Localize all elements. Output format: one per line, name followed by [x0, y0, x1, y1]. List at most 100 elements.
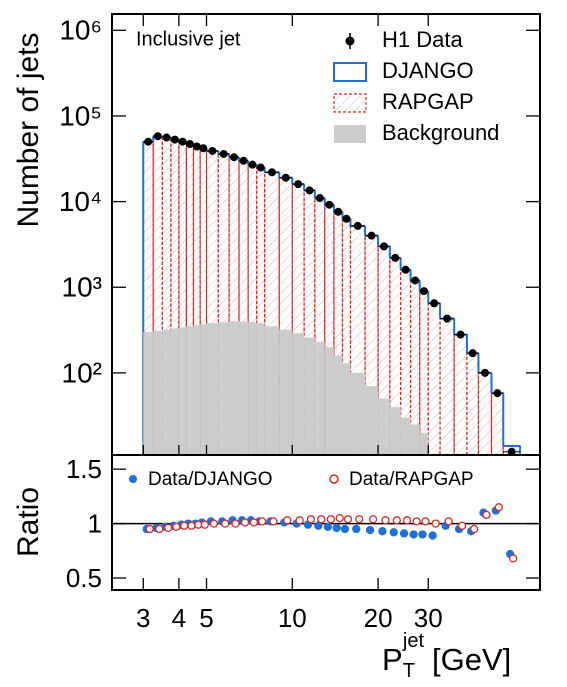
ratio-point — [402, 516, 412, 525]
legend-swatch — [334, 125, 366, 143]
x-tick-label: 4 — [172, 603, 186, 633]
background-bar — [333, 355, 343, 455]
legend-marker — [329, 474, 339, 484]
data-point — [208, 146, 217, 155]
legend-label: RAPGAP — [382, 89, 474, 114]
data-point — [199, 144, 208, 153]
y-tick-label: 10² — [62, 357, 102, 388]
x-label-sup: jet — [402, 630, 425, 652]
ratio-point — [295, 516, 304, 525]
y-axis-label: Number of jets — [12, 32, 45, 227]
x-tick-label: 10 — [278, 603, 307, 633]
data-point — [367, 231, 376, 240]
data-point — [185, 140, 194, 149]
ratio-point — [163, 523, 173, 533]
background-bar — [292, 333, 305, 455]
ratio-point — [209, 519, 219, 528]
ratio-point — [155, 524, 164, 534]
legend-label: H1 Data — [382, 27, 463, 52]
x-label-unit: [GeV] — [432, 642, 511, 677]
ratio-point — [283, 516, 292, 525]
legend-label: Data/DJANGO — [148, 469, 273, 490]
data-point — [162, 133, 171, 142]
legend-swatch — [333, 62, 367, 82]
legend-marker — [345, 36, 355, 46]
ratio-point — [470, 524, 479, 534]
ratio-point — [317, 515, 326, 524]
ratio-point — [306, 515, 316, 524]
ratio-point — [314, 521, 323, 530]
x-tick-label: 30 — [414, 603, 443, 633]
legend-label: DJANGO — [382, 58, 474, 83]
data-point — [353, 221, 362, 230]
background-bar — [218, 322, 230, 455]
rapgap-bar — [439, 318, 455, 456]
ratio-point — [323, 522, 332, 532]
data-point — [430, 299, 439, 308]
ratio-point — [482, 510, 491, 520]
data-point — [170, 135, 179, 144]
ratio-point — [509, 554, 518, 563]
ratio-point — [421, 517, 430, 526]
ratio-axis-label: Ratio — [12, 487, 45, 557]
background-bar — [304, 337, 315, 455]
ratio-point — [428, 531, 437, 540]
background-bar — [389, 406, 401, 455]
background-bar — [365, 386, 379, 455]
ratio-point — [431, 519, 440, 528]
background-bar — [314, 341, 325, 455]
rapgap-bar — [419, 290, 429, 456]
legend-marker — [129, 475, 137, 483]
ratio-point — [240, 518, 250, 527]
rapgap-bar — [247, 164, 258, 456]
data-point — [401, 265, 410, 274]
x-tick-label: 5 — [199, 603, 213, 633]
background-bar — [410, 424, 420, 455]
ratio-point — [172, 522, 181, 532]
data-point — [334, 207, 343, 216]
y-tick-label: 10⁵ — [59, 100, 102, 131]
ratio-point — [258, 517, 267, 526]
rapgap-bar — [453, 333, 468, 456]
ratio-point — [200, 520, 209, 529]
ratio-point — [389, 528, 398, 537]
data-point — [315, 194, 324, 203]
data-point — [178, 137, 187, 146]
ratio-point — [326, 515, 335, 524]
data-point — [379, 242, 388, 251]
ratio-point — [335, 513, 344, 523]
data-point — [342, 214, 351, 223]
background-bar — [193, 325, 201, 455]
background-bar — [206, 323, 219, 455]
ratio-point — [343, 515, 353, 524]
y-tick-label: 10⁴ — [59, 186, 102, 217]
legend-swatch — [333, 93, 367, 113]
background-bar — [419, 432, 429, 455]
rapgap-bar — [427, 302, 441, 456]
background-bar — [200, 324, 207, 455]
ratio-point — [249, 518, 259, 527]
y-tick-label: 10⁶ — [59, 15, 102, 46]
data-point — [230, 153, 239, 162]
background-bar — [248, 322, 257, 455]
background-bar — [153, 330, 163, 455]
background-bar — [170, 328, 179, 455]
rapgap-bar — [324, 204, 335, 456]
ratio-point — [457, 521, 467, 530]
ratio-point — [368, 515, 378, 524]
data-point — [219, 149, 228, 158]
ratio-point — [412, 517, 421, 526]
rapgap-bar — [466, 352, 480, 456]
data-point — [239, 156, 248, 165]
ratio-point — [494, 503, 504, 512]
background-bar — [342, 363, 351, 455]
y-tick-label: 1 — [88, 508, 102, 538]
ratio-point — [409, 530, 418, 539]
data-point — [281, 173, 290, 182]
ratio-point — [381, 516, 390, 525]
data-point — [256, 163, 265, 172]
ratio-point — [179, 521, 189, 530]
background-bar — [256, 323, 265, 455]
ratio-point — [269, 517, 278, 526]
